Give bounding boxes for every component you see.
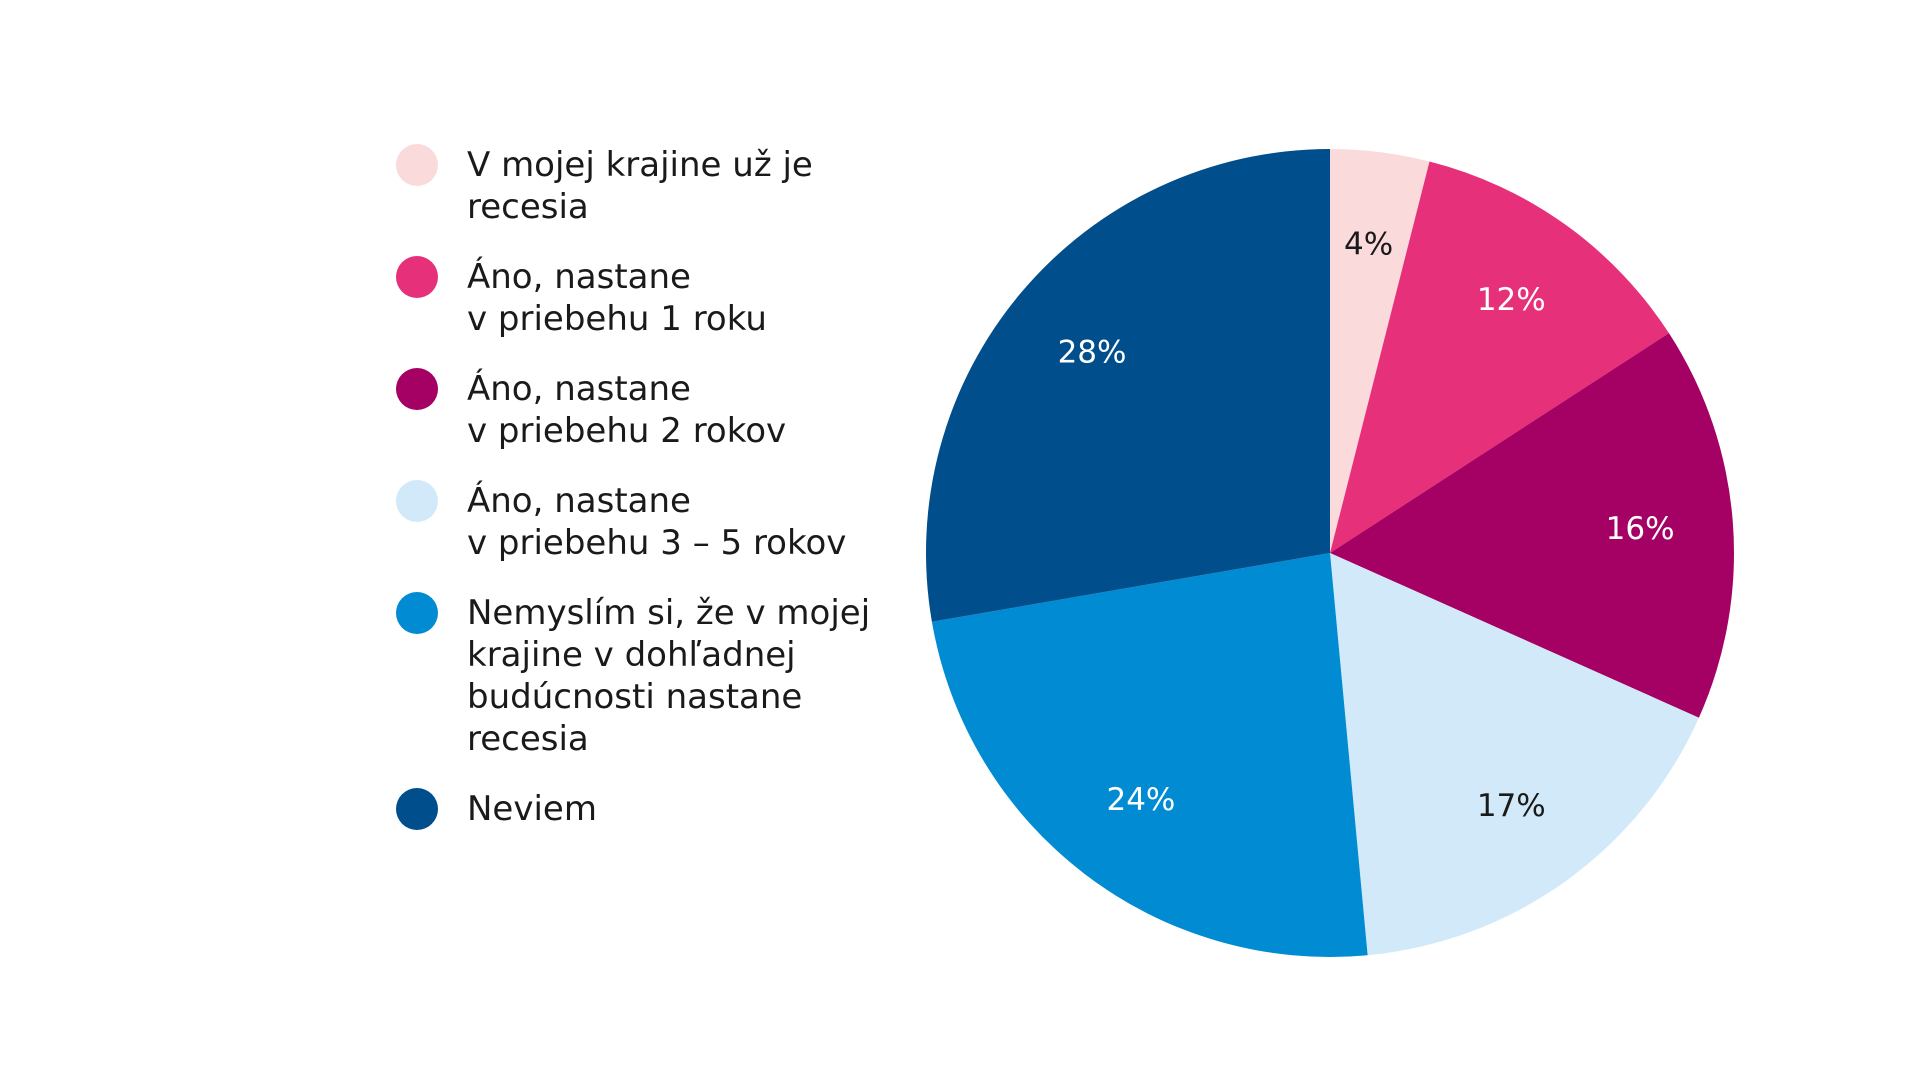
legend-label-line: krajine v dohľadnej: [467, 635, 796, 675]
pie-slice-2: [1330, 161, 1669, 553]
legend-item: Neviem: [396, 788, 597, 830]
legend-swatch: [396, 480, 438, 522]
legend-label-line: Áno, nastane: [467, 368, 691, 409]
legend-label-line: recesia: [467, 187, 589, 227]
legend-swatch: [396, 256, 438, 298]
legend-label-line: V mojej krajine už je: [467, 145, 813, 185]
legend-label-line: Áno, nastane: [467, 480, 691, 521]
legend-label-line: budúcnosti nastane: [467, 677, 802, 717]
slice-value-label: 12%: [1477, 282, 1546, 318]
legend-swatch: [396, 368, 438, 410]
pie-slice-4: [1330, 553, 1699, 956]
slice-value-label: 24%: [1106, 782, 1175, 818]
pie-value-labels: 4% 12% 16% 17% 24% 28%: [1058, 226, 1675, 823]
legend-label-line: v priebehu 2 rokov: [467, 411, 786, 451]
legend-label-line: v priebehu 1 roku: [467, 299, 767, 339]
pie-slice-1: [1330, 149, 1430, 553]
legend-label-line: v priebehu 3 – 5 rokov: [467, 523, 846, 563]
slice-value-label: 16%: [1606, 511, 1675, 547]
legend-label-line: Neviem: [467, 789, 597, 829]
legend-label-line: recesia: [467, 719, 589, 759]
pie-slice-5: [931, 553, 1368, 957]
legend-swatch: [396, 144, 438, 186]
pie-slice-6: [926, 149, 1330, 622]
pie-slices: [926, 149, 1734, 957]
legend-label-line: Áno, nastane: [467, 256, 691, 297]
legend-swatch: [396, 592, 438, 634]
pie-slice-3: [1330, 333, 1734, 718]
slice-value-label: 4%: [1344, 226, 1393, 262]
slice-value-label: 28%: [1058, 335, 1127, 371]
slice-value-label: 17%: [1477, 788, 1546, 824]
legend-swatch: [396, 788, 438, 830]
legend-label-line: Nemyslím si, že v mojej: [467, 593, 870, 633]
